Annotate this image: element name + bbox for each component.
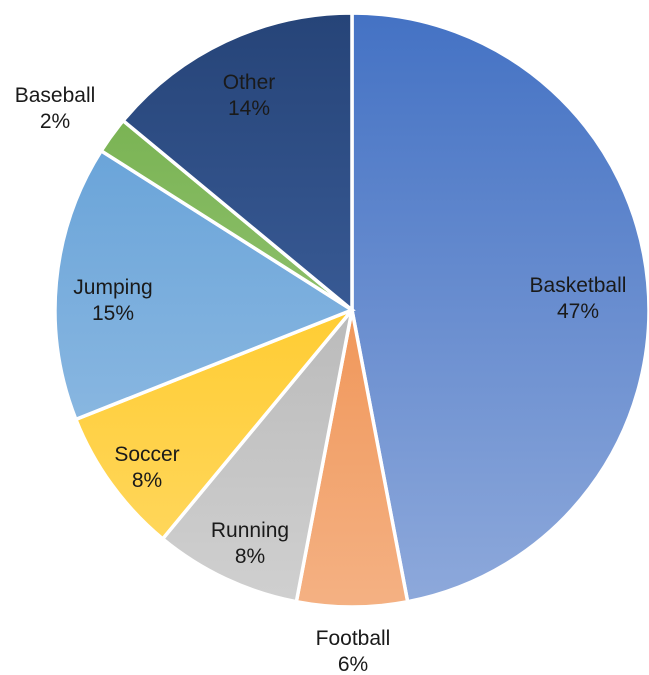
pie-slice-basketball bbox=[350, 11, 649, 604]
slice-value-text: 47% bbox=[557, 300, 599, 323]
slice-category-text: Baseball bbox=[15, 84, 96, 107]
pie-slice-other bbox=[120, 11, 354, 314]
slice-value-text: 8% bbox=[235, 545, 265, 568]
slice-label-football: Football 6% bbox=[316, 627, 391, 675]
labels-layer: Basketball 47% Football 6% Running 8% Soccer 8%… bbox=[15, 71, 627, 675]
slice-value-text: 6% bbox=[338, 653, 368, 675]
slice-category-text: Basketball bbox=[530, 274, 627, 297]
slice-label-soccer: Soccer 8% bbox=[114, 443, 179, 492]
slice-category-text: Jumping bbox=[73, 276, 152, 299]
slice-category-text: Football bbox=[316, 627, 391, 650]
slice-label-running: Running 8% bbox=[211, 519, 289, 568]
slice-value-text: 15% bbox=[92, 302, 134, 325]
slice-label-basketball: Basketball 47% bbox=[530, 274, 627, 323]
slice-label-baseball: Baseball 2% bbox=[15, 84, 96, 133]
slice-category-text: Running bbox=[211, 519, 289, 542]
slice-label-jumping: Jumping 15% bbox=[73, 276, 152, 325]
slice-value-text: 14% bbox=[228, 97, 270, 120]
pie-slice-soccer bbox=[73, 308, 354, 542]
slice-value-text: 2% bbox=[40, 110, 70, 133]
slice-category-text: Soccer bbox=[114, 443, 179, 466]
slices-layer bbox=[53, 11, 649, 609]
slice-category-text: Other bbox=[223, 71, 276, 94]
slice-value-text: 8% bbox=[132, 469, 162, 492]
pie-slice-running bbox=[160, 308, 354, 604]
slice-label-other: Other 14% bbox=[223, 71, 276, 120]
pie-slice-jumping bbox=[53, 148, 356, 422]
